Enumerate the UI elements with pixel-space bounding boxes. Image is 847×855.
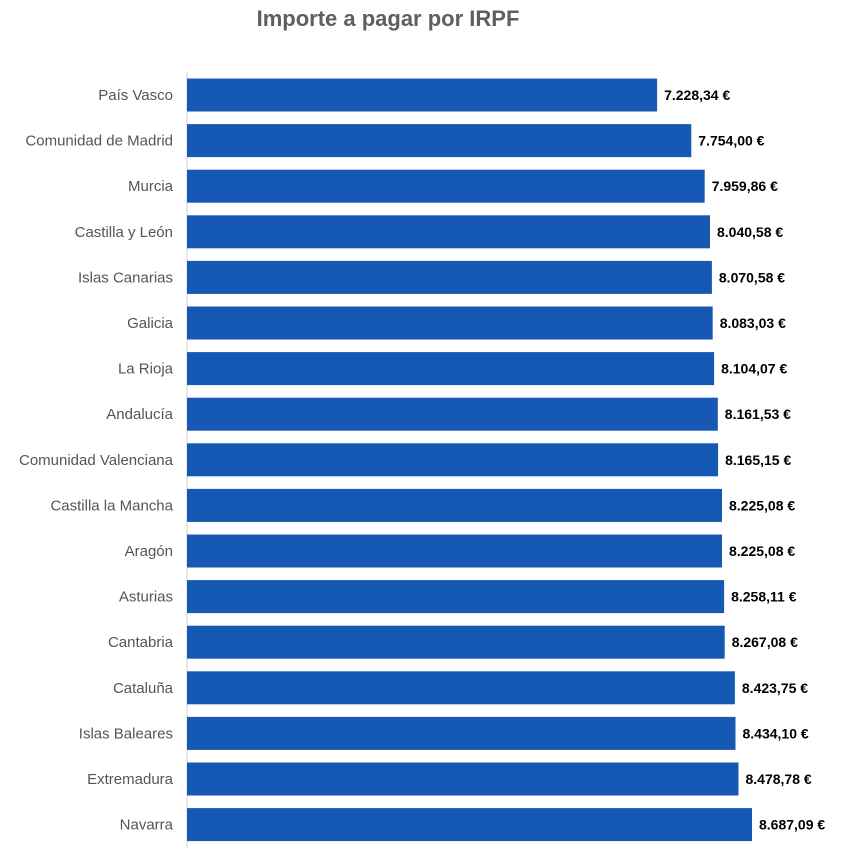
category-label: Cataluña — [113, 680, 174, 697]
value-label: 8.104,07 € — [721, 361, 787, 377]
category-label: Navarra — [120, 817, 174, 834]
value-label: 8.225,08 € — [729, 497, 795, 513]
category-label: Comunidad de Madrid — [25, 133, 173, 150]
value-label: 8.434,10 € — [743, 725, 809, 741]
bar — [187, 716, 736, 750]
category-label: Cantabria — [108, 634, 174, 651]
bar — [187, 488, 722, 522]
bar — [187, 808, 752, 842]
category-label: Extremadura — [87, 771, 174, 788]
value-label: 8.478,78 € — [746, 771, 812, 787]
value-labels: 7.228,34 € 7.754,00 € 7.959,86 € 8.040,58 €… — [664, 87, 825, 833]
bar — [187, 534, 722, 568]
category-label: Comunidad Valenciana — [19, 452, 174, 469]
bar — [187, 124, 692, 158]
bar — [187, 397, 718, 431]
bar — [187, 169, 705, 203]
bar — [187, 443, 719, 477]
bar — [187, 352, 715, 386]
category-label: Galicia — [127, 315, 174, 332]
value-label: 7.754,00 € — [698, 133, 764, 149]
value-label: 7.959,86 € — [712, 178, 778, 194]
value-label: 8.070,58 € — [719, 269, 785, 285]
value-label: 8.040,58 € — [717, 224, 783, 240]
value-label: 7.228,34 € — [664, 87, 730, 103]
bar — [187, 306, 713, 340]
category-label: Andalucía — [106, 406, 173, 423]
value-label: 8.258,11 € — [731, 589, 797, 605]
category-label: Islas Canarias — [78, 269, 173, 286]
category-label: País Vasco — [98, 87, 173, 104]
bar — [187, 625, 725, 659]
category-labels: País Vasco Comunidad de Madrid Murcia Casti… — [19, 87, 174, 834]
bars-layer — [187, 78, 752, 842]
bar — [187, 260, 712, 294]
chart-title: Importe a pagar por IRPF — [256, 6, 520, 31]
value-label: 8.423,75 € — [742, 680, 808, 696]
bar — [187, 671, 735, 705]
bar — [187, 215, 710, 249]
value-label: 8.165,15 € — [725, 452, 791, 468]
value-label: 8.083,03 € — [720, 315, 786, 331]
value-label: 8.161,53 € — [725, 406, 791, 422]
bar — [187, 762, 739, 796]
category-label: Aragón — [125, 543, 173, 560]
value-label: 8.687,09 € — [759, 817, 825, 833]
category-label: Islas Baleares — [79, 725, 173, 742]
category-label: Asturias — [119, 589, 173, 606]
category-label: Murcia — [128, 178, 174, 195]
value-label: 8.267,08 € — [732, 634, 798, 650]
bar — [187, 78, 658, 112]
category-label: La Rioja — [118, 361, 174, 378]
value-label: 8.225,08 € — [729, 543, 795, 559]
bar — [187, 580, 725, 614]
category-label: Castilla la Mancha — [50, 497, 173, 514]
category-label: Castilla y León — [75, 224, 173, 241]
